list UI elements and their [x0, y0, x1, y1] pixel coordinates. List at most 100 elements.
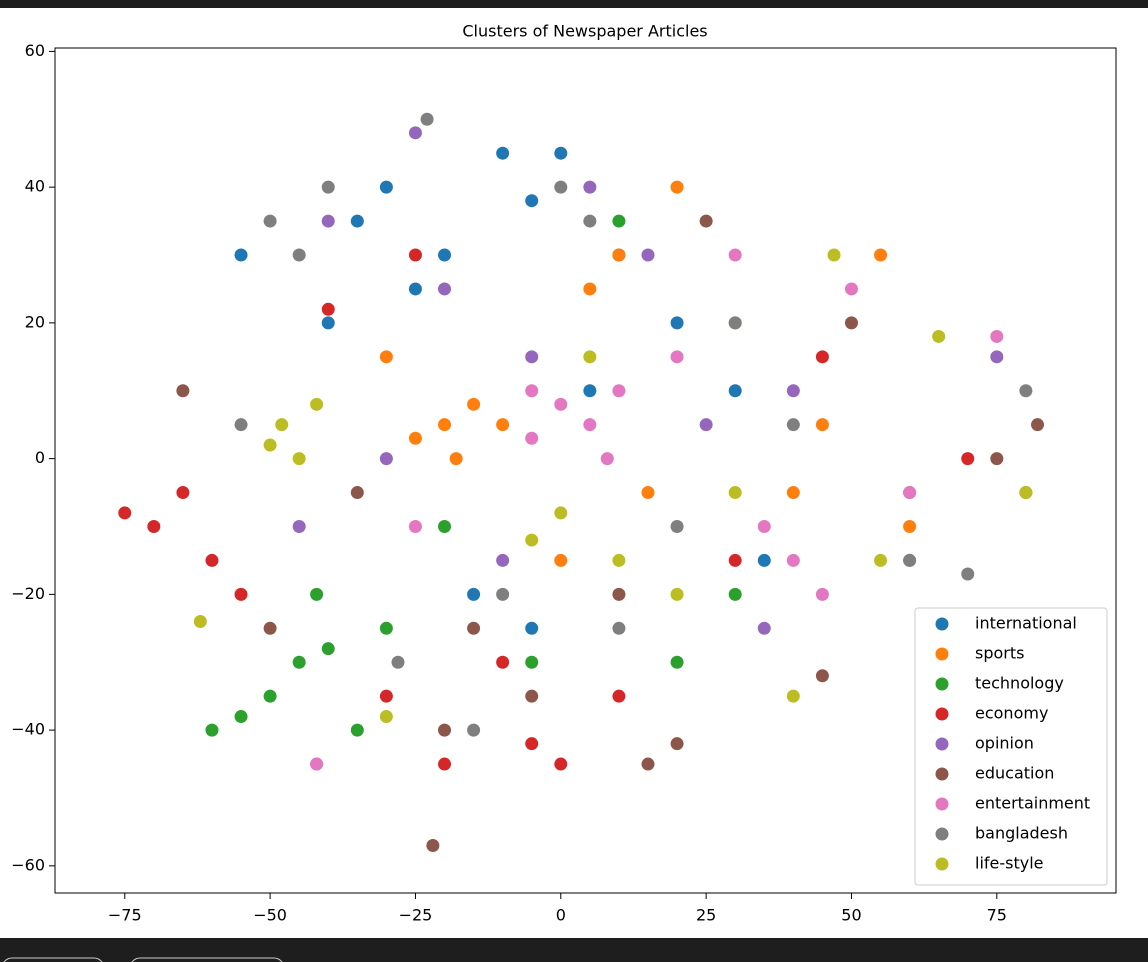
scatter-point [670, 316, 684, 330]
scatter-point [467, 587, 481, 601]
scatter-point [379, 350, 393, 364]
scatter-point [420, 112, 434, 126]
scatter-point [815, 350, 829, 364]
scatter-point [554, 757, 568, 771]
scatter-point [321, 180, 335, 194]
scatter-point [193, 615, 207, 629]
legend-marker [935, 647, 949, 661]
scatter-point [728, 553, 742, 567]
scatter-point [932, 329, 946, 343]
scatter-point [438, 282, 452, 296]
scatter-point [525, 689, 539, 703]
button[interactable] [2, 957, 104, 962]
scatter-point [275, 418, 289, 432]
scatter-point [525, 655, 539, 669]
scatter-point [438, 723, 452, 737]
scatter-point [641, 757, 655, 771]
legend-marker [935, 737, 949, 751]
chart-title: Clusters of Newspaper Articles [462, 22, 707, 41]
scatter-point [350, 486, 364, 500]
scatter-point [554, 506, 568, 520]
scatter-point [234, 587, 248, 601]
scatter-point [525, 194, 539, 208]
scatter-point [1019, 486, 1033, 500]
scatter-point [786, 486, 800, 500]
scatter-point [263, 689, 277, 703]
scatter-point [310, 397, 324, 411]
x-tick-label: −50 [253, 906, 287, 925]
x-tick-label: −75 [108, 906, 142, 925]
legend-label: entertainment [975, 794, 1090, 813]
scatter-point [612, 384, 626, 398]
scatter-point [350, 214, 364, 228]
scatter-point [786, 553, 800, 567]
scatter-point [379, 710, 393, 724]
scatter-point [600, 452, 614, 466]
x-tick-label: 50 [841, 906, 861, 925]
scatter-point [263, 621, 277, 635]
scatter-point [496, 587, 510, 601]
legend-label: international [975, 614, 1077, 633]
legend-marker [935, 857, 949, 871]
scatter-point [815, 669, 829, 683]
scatter-point [321, 302, 335, 316]
scatter-point [844, 282, 858, 296]
legend-marker [935, 617, 949, 631]
legend-marker [935, 677, 949, 691]
scatter-point [815, 418, 829, 432]
scatter-point [525, 350, 539, 364]
scatter-point [728, 248, 742, 262]
scatter-point [827, 248, 841, 262]
scatter-point [670, 519, 684, 533]
scatter-point [205, 553, 219, 567]
legend-label: bangladesh [975, 824, 1068, 843]
scatter-point [786, 418, 800, 432]
scatter-point [583, 214, 597, 228]
scatter-point [786, 689, 800, 703]
scatter-point [670, 655, 684, 669]
scatter-point [147, 519, 161, 533]
scatter-point [525, 533, 539, 547]
scatter-point [554, 397, 568, 411]
scatter-point [903, 486, 917, 500]
scatter-point [612, 248, 626, 262]
scatter-point [554, 180, 568, 194]
scatter-point [234, 248, 248, 262]
scatter-point [728, 486, 742, 500]
scatter-point [844, 316, 858, 330]
scatter-point [379, 452, 393, 466]
scatter-point [379, 621, 393, 635]
scatter-point [699, 418, 713, 432]
y-tick-label: 0 [35, 448, 45, 467]
scatter-point [583, 350, 597, 364]
scatter-point [612, 689, 626, 703]
legend-marker [935, 827, 949, 841]
scatter-point [874, 553, 888, 567]
scatter-point [670, 350, 684, 364]
scatter-point [426, 838, 440, 852]
scatter-point [757, 621, 771, 635]
scatter-point [728, 384, 742, 398]
scatter-point [670, 737, 684, 751]
scatter-point [350, 723, 364, 737]
scatter-point [728, 587, 742, 601]
scatter-point [990, 329, 1004, 343]
x-tick-label: 75 [987, 906, 1007, 925]
scatter-point [321, 316, 335, 330]
scatter-point [699, 214, 713, 228]
scatter-point [757, 519, 771, 533]
scatter-point [310, 757, 324, 771]
scatter-point [641, 248, 655, 262]
button[interactable] [130, 957, 284, 962]
scatter-point [496, 553, 510, 567]
legend-marker [935, 707, 949, 721]
scatter-point [408, 431, 422, 445]
scatter-point [234, 710, 248, 724]
scatter-point [176, 486, 190, 500]
scatter-point [408, 126, 422, 140]
scatter-point [525, 737, 539, 751]
scatter-point [438, 519, 452, 533]
legend-marker [935, 797, 949, 811]
scatter-point [903, 553, 917, 567]
legend-label: education [975, 764, 1054, 783]
